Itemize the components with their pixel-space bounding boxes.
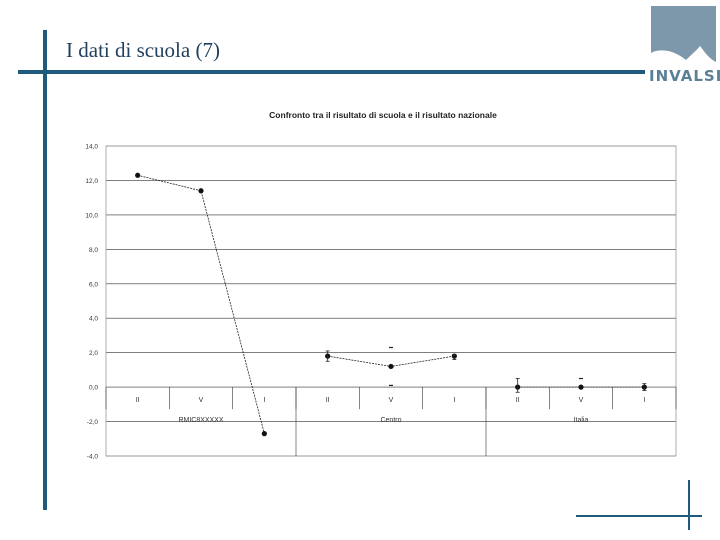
y-tick-label: 6,0 xyxy=(89,281,98,288)
slide-title: I dati di scuola (7) xyxy=(66,38,220,62)
data-point xyxy=(198,188,204,194)
x-group-label: RMIC8XXXXX xyxy=(178,417,223,424)
x-category-label: I xyxy=(263,397,265,404)
plot-frame xyxy=(105,145,677,457)
x-category-label: I xyxy=(453,397,455,404)
data-point xyxy=(261,431,267,437)
x-group-label: Centro xyxy=(380,417,401,424)
data-point xyxy=(388,363,394,370)
y-tick-label: 4,0 xyxy=(89,316,98,323)
data-point xyxy=(578,384,584,390)
y-tick-label: -2,0 xyxy=(87,419,99,426)
x-category-label: II xyxy=(136,397,140,404)
x-category-label: V xyxy=(389,397,394,404)
x-category-label: V xyxy=(579,397,584,404)
corner-line-horizontal xyxy=(576,515,702,517)
x-group-label: Italia xyxy=(574,417,589,424)
y-tick-label: 10,0 xyxy=(85,212,98,219)
y-tick-label: 2,0 xyxy=(89,350,98,357)
title-underline-bar xyxy=(18,70,645,74)
logo-text: INVALSI xyxy=(649,67,720,85)
y-tick-label: 8,0 xyxy=(89,247,98,254)
x-category-label: V xyxy=(199,397,204,404)
logo-mark xyxy=(651,6,716,62)
corner-line-vertical xyxy=(688,480,690,530)
left-accent-bar xyxy=(43,30,47,510)
x-category-label: II xyxy=(326,397,330,404)
invalsi-logo xyxy=(651,6,716,62)
comparison-chart: Confronto tra il risultato di scuola e i… xyxy=(85,110,677,461)
series-line xyxy=(137,174,265,434)
y-tick-label: 14,0 xyxy=(85,144,98,151)
y-tick-label: -4,0 xyxy=(87,454,99,461)
data-point xyxy=(135,172,141,178)
y-tick-label: 0,0 xyxy=(89,385,98,392)
chart-title: Confronto tra il risultato di scuola e i… xyxy=(269,110,497,120)
x-category-label: I xyxy=(643,397,645,404)
y-tick-label: 12,0 xyxy=(85,178,98,185)
x-category-label: II xyxy=(516,397,520,404)
